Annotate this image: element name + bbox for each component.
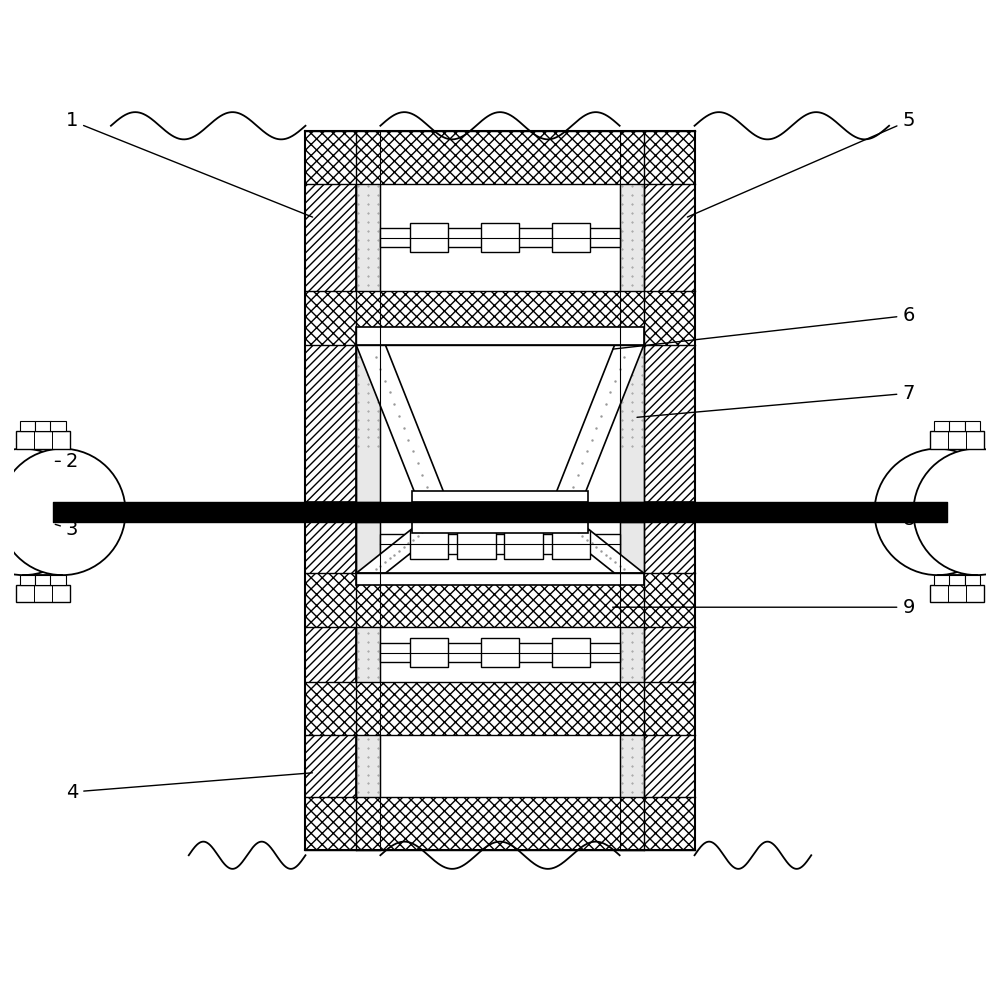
Polygon shape — [356, 525, 447, 573]
Text: 6: 6 — [613, 306, 915, 349]
Bar — [380, 130, 620, 502]
Bar — [305, 522, 356, 851]
Ellipse shape — [0, 448, 87, 575]
Bar — [552, 530, 590, 559]
Text: 7: 7 — [637, 384, 915, 417]
Text: 1: 1 — [66, 112, 313, 217]
Bar — [965, 575, 980, 585]
Text: 2: 2 — [55, 452, 78, 471]
Polygon shape — [553, 525, 644, 573]
Ellipse shape — [0, 448, 126, 575]
Bar — [380, 643, 620, 662]
Bar — [934, 575, 950, 585]
Bar — [356, 130, 380, 502]
Bar — [504, 530, 543, 559]
Bar — [930, 432, 984, 448]
Ellipse shape — [874, 448, 1000, 575]
Bar — [35, 422, 51, 432]
Bar — [50, 422, 66, 432]
Bar — [305, 682, 695, 736]
Ellipse shape — [913, 448, 1000, 575]
Bar — [20, 575, 35, 585]
Bar — [305, 130, 695, 184]
Bar — [620, 130, 644, 502]
Bar — [410, 223, 448, 252]
Bar — [457, 530, 496, 559]
Bar — [16, 585, 70, 602]
Text: 9: 9 — [613, 597, 915, 617]
Bar — [410, 638, 448, 667]
Bar — [305, 130, 356, 502]
Bar — [934, 422, 950, 432]
Bar — [412, 490, 588, 502]
Text: 5: 5 — [687, 112, 915, 217]
Text: 3: 3 — [55, 520, 78, 539]
Bar — [481, 638, 519, 667]
Bar — [412, 522, 588, 534]
Bar — [305, 291, 695, 344]
Bar — [949, 575, 965, 585]
Polygon shape — [553, 344, 644, 499]
Bar — [305, 573, 695, 627]
Bar — [938, 448, 977, 575]
Bar — [380, 228, 620, 247]
Bar — [930, 585, 984, 602]
Bar — [644, 130, 695, 502]
Text: 8: 8 — [902, 510, 945, 529]
Bar — [410, 530, 448, 559]
Bar — [356, 573, 644, 585]
Bar — [965, 422, 980, 432]
Bar — [305, 797, 695, 851]
Bar — [620, 522, 644, 851]
Bar — [380, 522, 620, 851]
Bar — [35, 575, 51, 585]
Bar — [356, 522, 380, 851]
Bar — [23, 448, 62, 575]
Bar — [356, 327, 644, 344]
Bar — [644, 522, 695, 851]
Bar — [552, 223, 590, 252]
Bar — [481, 223, 519, 252]
Text: 4: 4 — [66, 773, 312, 801]
Bar — [380, 535, 620, 554]
Bar — [552, 638, 590, 667]
Polygon shape — [356, 344, 447, 499]
Bar — [20, 422, 35, 432]
Bar — [16, 432, 70, 448]
Bar — [949, 422, 965, 432]
Bar — [50, 575, 66, 585]
